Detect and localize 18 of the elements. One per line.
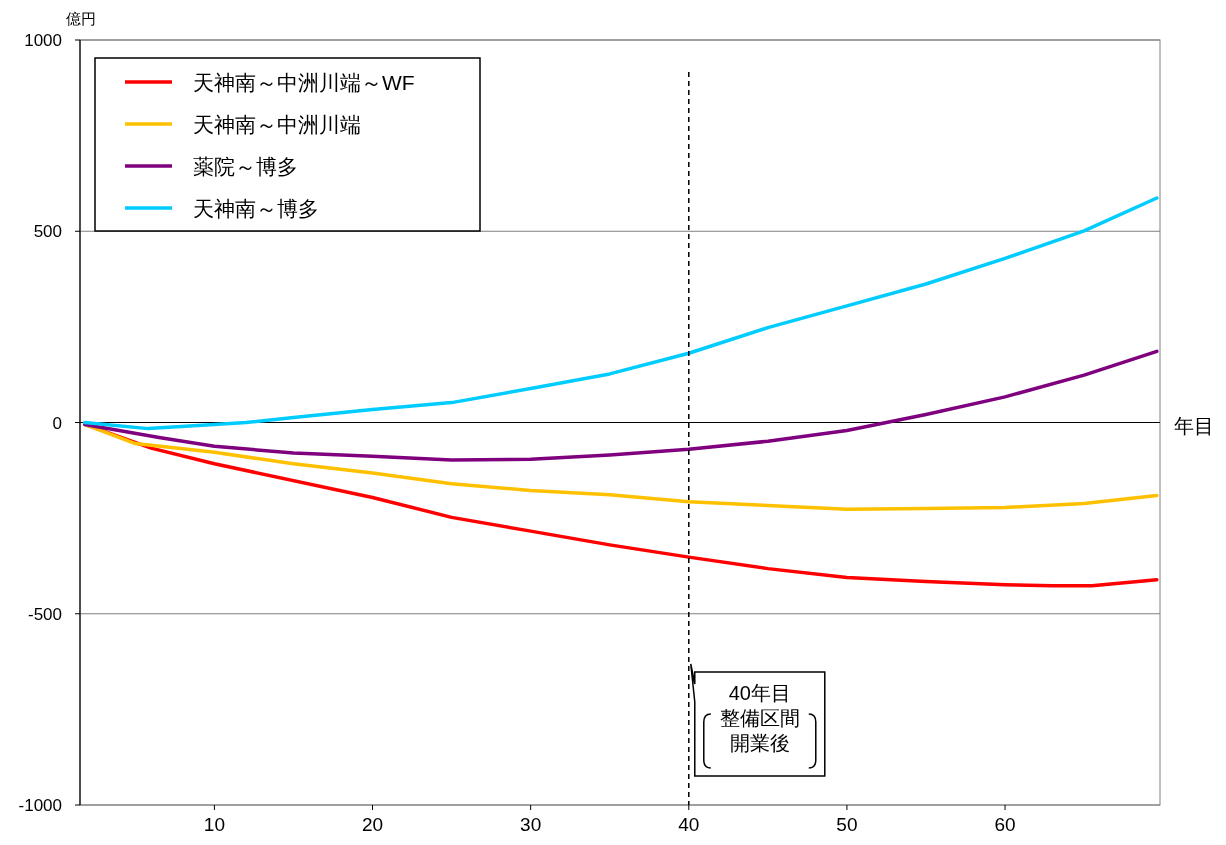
- y-tick-label: 1000: [24, 31, 62, 50]
- x-tick-label: 50: [836, 814, 858, 835]
- x-tick-label: 40: [678, 814, 700, 835]
- legend-label: 天神南～博多: [193, 197, 319, 220]
- legend-label: 天神南～中洲川端～WF: [193, 71, 415, 94]
- ref-line-label: 40年目整備区間開業後: [719, 682, 800, 754]
- x-axis-title: 年目: [1174, 414, 1214, 437]
- legend-label: 薬院～博多: [193, 155, 298, 178]
- y-tick-label: 0: [52, 413, 62, 433]
- x-tick-label: 20: [361, 814, 384, 835]
- legend-label: 天神南～中洲川端: [193, 113, 361, 136]
- x-tick-label: 10: [203, 814, 225, 835]
- y-tick-label: -1000: [18, 796, 62, 815]
- y-axis-title: 億円: [66, 10, 96, 27]
- y-tick-label: 500: [33, 222, 62, 242]
- x-tick-label: 60: [994, 814, 1016, 835]
- x-tick-label: 30: [520, 814, 542, 835]
- y-tick-label: -500: [27, 604, 62, 624]
